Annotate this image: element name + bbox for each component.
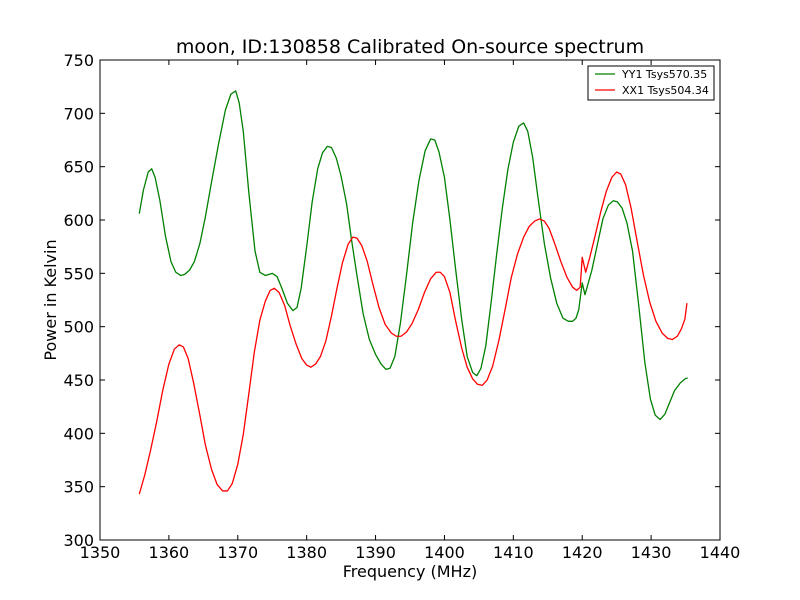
chart-title: moon, ID:130858 Calibrated On-source spe…	[176, 36, 644, 58]
series-line-1	[138, 171, 688, 495]
x-axis-title: Frequency (MHz)	[343, 562, 477, 581]
y-tick-label: 600	[63, 211, 94, 230]
legend-label-xx1: XX1 Tsys504.34	[622, 84, 709, 97]
x-tick-label: 1350	[80, 543, 121, 562]
x-tick-label: 1390	[355, 543, 396, 562]
y-tick-label: 450	[63, 371, 94, 390]
ticks-layer: 1350 1360 1370 1380 1390 1400 1410 1420 1430 1440…	[63, 51, 740, 562]
x-tick-label: 1420	[562, 543, 603, 562]
y-tick-label: 750	[63, 51, 94, 70]
y-axis-title: Power in Kelvin	[41, 239, 60, 360]
series-layer	[138, 90, 688, 495]
x-tick-label: 1430	[631, 543, 672, 562]
legend-label-yy1: YY1 Tsys570.35	[621, 68, 707, 81]
y-tick-label: 400	[63, 424, 94, 443]
x-tick-label: 1360	[149, 543, 190, 562]
x-tick-label: 1440	[700, 543, 741, 562]
series-line-0	[138, 90, 688, 421]
legend-box	[587, 65, 715, 101]
y-tick-label: 550	[63, 264, 94, 283]
legend: YY1 Tsys570.35 XX1 Tsys504.34	[587, 65, 715, 101]
y-tick-label: 350	[63, 478, 94, 497]
x-tick-label: 1410	[493, 543, 534, 562]
x-tick-label: 1400	[424, 543, 465, 562]
y-tick-label: 650	[63, 158, 94, 177]
x-tick-label: 1370	[217, 543, 258, 562]
y-tick-label: 700	[63, 104, 94, 123]
y-tick-label: 500	[63, 318, 94, 337]
plot-frame	[99, 59, 721, 541]
x-tick-label: 1380	[286, 543, 327, 562]
y-tick-label: 300	[63, 531, 94, 550]
